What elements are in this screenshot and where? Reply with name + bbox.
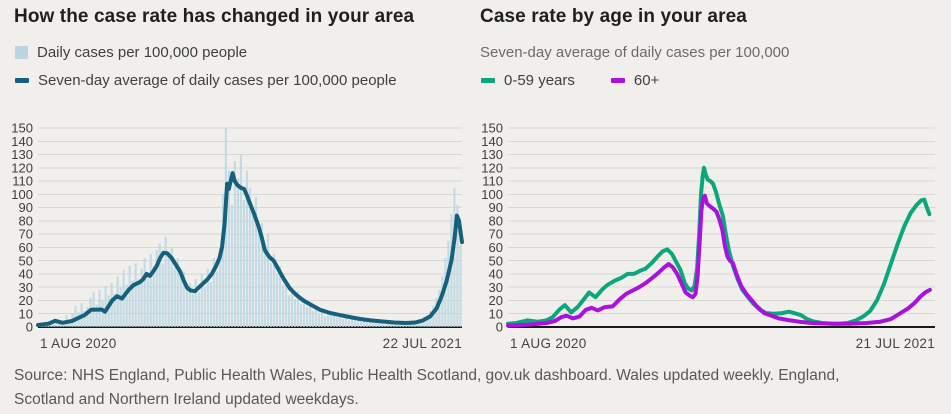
x-axis-end-label: 22 JUL 2021: [383, 336, 462, 351]
y-tick-label: 110: [12, 174, 33, 189]
y-tick-label: 80: [489, 213, 503, 228]
daily-cases-swatch-icon: [15, 46, 28, 59]
legend-daily-cases: Daily cases per 100,000 people: [15, 44, 247, 61]
y-tick-label: 60: [489, 240, 503, 255]
seven-day-average-swatch-icon: [15, 78, 29, 83]
y-tick-label: 130: [11, 147, 33, 162]
age-60-plus-swatch-icon: [610, 78, 625, 83]
seven-day-average-line: [36, 171, 464, 327]
legend-age-60-plus: 60+: [610, 72, 660, 89]
y-tick-label: 50: [19, 253, 33, 268]
x-axis-end-label: 21 JUL 2021: [856, 336, 935, 351]
y-tick-label: 100: [11, 187, 33, 202]
gridlines: [508, 127, 935, 328]
y-tick-label: 110: [482, 174, 503, 189]
legend-seven-day-average-label: Seven-day average of daily cases per 100…: [38, 72, 397, 89]
legend-age-0-59: 0-59 years: [481, 72, 575, 89]
daily-cases-bars: [38, 128, 462, 327]
y-tick-label: 70: [489, 227, 503, 242]
legend-age-groups: 0-59 years 60+: [481, 72, 659, 89]
y-tick-label: 60: [19, 240, 33, 255]
y-tick-label: 70: [19, 227, 33, 242]
y-tick-label: 120: [11, 160, 33, 175]
x-axis-labels: 1 AUG 2020 21 JUL 2021: [510, 336, 935, 351]
y-tick-label: 140: [481, 134, 503, 149]
x-axis-start-label: 1 AUG 2020: [510, 336, 587, 351]
legend-age-60-plus-label: 60+: [633, 72, 660, 89]
y-tick-label: 20: [19, 293, 33, 308]
legend-age-0-59-label: 0-59 years: [504, 72, 575, 89]
y-tick-label: 130: [481, 147, 503, 162]
age-0-59-line: [506, 165, 932, 326]
y-tick-label: 10: [19, 306, 33, 321]
y-tick-label: 150: [481, 121, 503, 136]
y-tick-label: 40: [489, 267, 503, 282]
y-tick-label: 140: [11, 134, 33, 149]
source-note: Source: NHS England, Public Health Wales…: [14, 364, 839, 412]
x-axis-start-label: 1 AUG 2020: [40, 336, 117, 351]
y-tick-label: 20: [489, 293, 503, 308]
y-tick-label: 50: [489, 253, 503, 268]
age-0-59-swatch-icon: [481, 78, 495, 83]
y-tick-label: 100: [481, 187, 503, 202]
y-tick-label: 90: [489, 200, 503, 215]
y-tick-label: 10: [489, 306, 503, 321]
age-60-plus-line: [506, 193, 932, 328]
legend-daily-cases-label: Daily cases per 100,000 people: [37, 44, 248, 61]
right-chart-subtitle: Seven-day average of daily cases per 100…: [480, 44, 790, 61]
left-chart-title: How the case rate has changed in your ar…: [14, 6, 415, 27]
legend-seven-day-average: Seven-day average of daily cases per 100…: [15, 72, 397, 89]
source-note-line1: Source: NHS England, Public Health Wales…: [14, 367, 840, 384]
y-tick-label: 150: [11, 121, 33, 136]
y-tick-label: 30: [489, 280, 503, 295]
y-tick-label: 90: [19, 200, 33, 215]
source-note-line2: Scotland and Northern Ireland updated we…: [14, 391, 359, 408]
x-axis-labels: 1 AUG 2020 22 JUL 2021: [40, 336, 462, 351]
y-tick-label: 120: [481, 160, 503, 175]
right-chart-title: Case rate by age in your area: [480, 6, 747, 27]
y-tick-label: 30: [19, 280, 33, 295]
y-tick-label: 80: [19, 213, 33, 228]
y-tick-label: 0: [26, 320, 33, 335]
y-tick-label: 0: [496, 320, 503, 335]
y-tick-label: 40: [19, 267, 33, 282]
